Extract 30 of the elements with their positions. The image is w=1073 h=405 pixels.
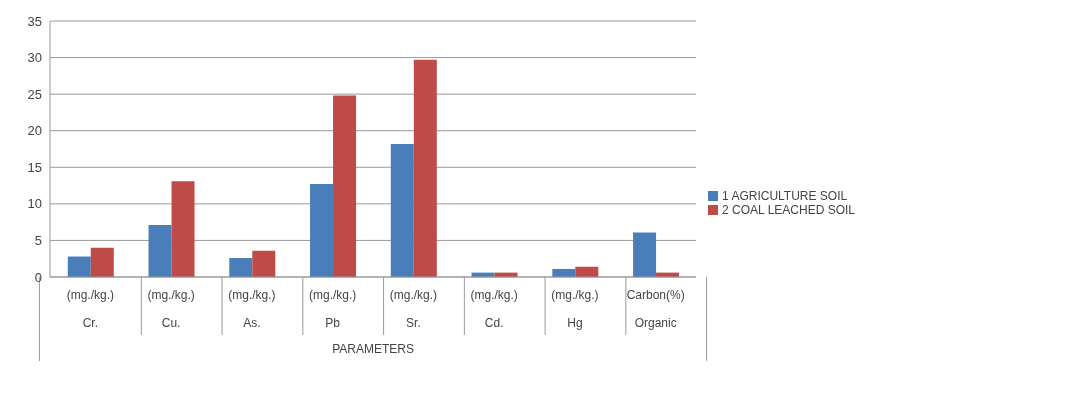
x-tick-label: Carbon(%) Organic [626, 288, 685, 330]
bar [310, 184, 334, 277]
y-tick-label: 0 [34, 269, 42, 285]
y-tick-label: 35 [27, 13, 42, 29]
x-tick-label: (mg./kg.) Sr. [389, 288, 438, 330]
x-tick-label: (mg./kg.) As. [228, 288, 276, 330]
bar [333, 95, 357, 277]
y-tick-label: 10 [27, 196, 42, 212]
bar [67, 256, 91, 277]
y-tick-label: 20 [27, 123, 42, 139]
legend-label: 2 COAL LEACHED SOIL [722, 202, 855, 217]
bar [148, 225, 172, 277]
x-tick-label: (mg./kg.) Cr. [66, 288, 115, 330]
y-tick-label: 15 [27, 159, 42, 175]
bar [413, 59, 437, 277]
x-tick-label: (mg./kg.) Pb [308, 288, 357, 330]
x-tick-label: (mg./kg.) Cu. [147, 288, 195, 330]
legend-label: 1 AGRICULTURE SOIL [722, 188, 848, 203]
x-tick-label: (mg./kg.) Cd. [470, 288, 518, 330]
bar [633, 232, 657, 277]
x-tick-label: (mg./kg.) Hg [551, 288, 599, 330]
y-tick-label: 25 [27, 86, 42, 102]
bar [390, 143, 414, 277]
bar [171, 181, 195, 277]
bar [252, 250, 276, 277]
bar [229, 257, 253, 277]
x-axis-title: PARAMETERS [332, 342, 414, 356]
y-tick-label: 30 [27, 50, 42, 66]
y-tick-label: 5 [34, 233, 42, 249]
bar [90, 247, 114, 277]
